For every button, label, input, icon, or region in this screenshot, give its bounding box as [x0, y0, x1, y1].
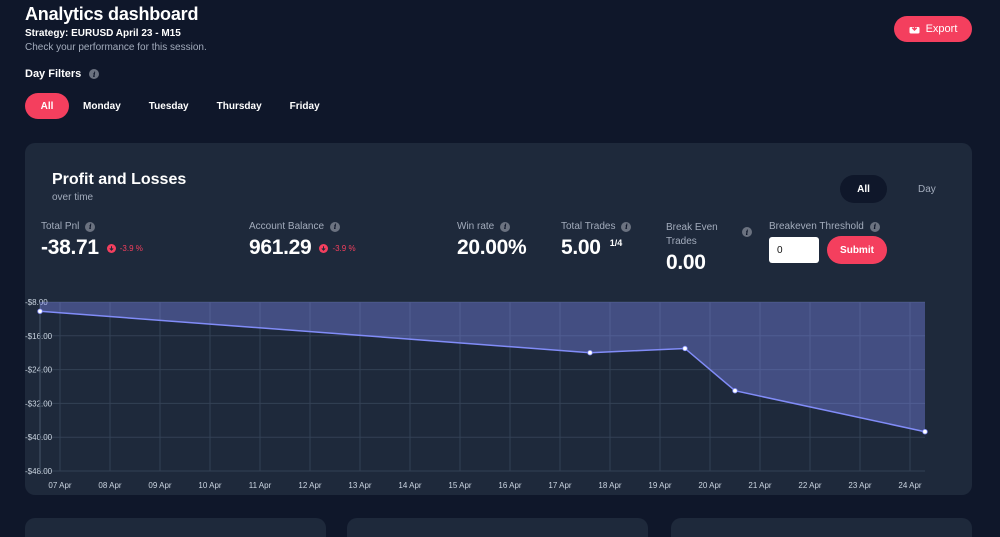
- y-tick-label: -$16.00: [25, 332, 53, 341]
- threshold-label: Breakeven Threshold: [769, 221, 864, 232]
- download-icon: [909, 24, 920, 34]
- info-icon[interactable]: i: [330, 221, 341, 232]
- y-tick-label: -$8.00: [25, 298, 48, 307]
- x-tick-label: 15 Apr: [448, 481, 471, 490]
- break-even-value: 0.00: [666, 251, 706, 274]
- data-point: [922, 429, 928, 435]
- filter-friday[interactable]: Friday: [289, 100, 320, 112]
- pnl-card: Profit and Losses over time All Day Tota…: [25, 143, 972, 495]
- toggle-day[interactable]: Day: [918, 183, 936, 195]
- account-balance-delta-text: -3.9 %: [332, 243, 356, 253]
- win-rate-label: Win rate: [457, 221, 495, 232]
- total-pnl-delta-text: -3.9 %: [119, 243, 143, 253]
- x-tick-label: 21 Apr: [748, 481, 771, 490]
- y-tick-label: -$48.00: [25, 467, 53, 476]
- pnl-chart: -$8.00 -$16.00 -$24.00 -$32.00 -$40.00 -$48.0…: [25, 298, 928, 490]
- submit-button[interactable]: Submit: [827, 236, 887, 264]
- filter-monday[interactable]: Monday: [83, 100, 121, 112]
- info-icon[interactable]: i: [85, 221, 96, 232]
- total-pnl-label: Total Pnl: [41, 221, 80, 232]
- day-filter-group: All Monday Tuesday Thursday Friday: [25, 93, 334, 119]
- x-tick-label: 24 Apr: [898, 481, 921, 490]
- page-title: Analytics dashboard: [25, 4, 199, 24]
- x-tick-label: 10 Apr: [198, 481, 221, 490]
- arrow-down-icon: [319, 243, 329, 253]
- range-toggle: All Day: [840, 175, 959, 203]
- stat-breakeven-threshold: Breakeven Threshold i Submit: [769, 221, 887, 264]
- total-pnl-delta: -3.9 %: [106, 243, 143, 253]
- stat-break-even: Break Even Trades i 0.00: [666, 221, 752, 275]
- y-tick-label: -$32.00: [25, 399, 53, 408]
- info-icon[interactable]: i: [621, 221, 632, 232]
- account-balance-delta: -3.9 %: [319, 243, 356, 253]
- card-subtitle: over time: [52, 192, 94, 203]
- bottom-card-3: [671, 518, 972, 537]
- x-tick-label: 19 Apr: [648, 481, 671, 490]
- day-filters-label: Day Filters: [25, 68, 82, 80]
- filter-all[interactable]: All: [25, 93, 69, 119]
- total-trades-value: 5.00: [561, 236, 601, 259]
- data-point: [587, 350, 593, 356]
- x-tick-label: 18 Apr: [598, 481, 621, 490]
- info-icon[interactable]: i: [500, 221, 511, 232]
- card-title: Profit and Losses: [52, 171, 187, 188]
- day-filters-heading: Day Filters i: [25, 68, 100, 80]
- info-icon[interactable]: i: [869, 221, 880, 232]
- x-tick-label: 09 Apr: [148, 481, 171, 490]
- total-pnl-value: -38.71: [41, 236, 99, 259]
- account-balance-label: Account Balance: [249, 221, 325, 232]
- x-tick-label: 23 Apr: [848, 481, 871, 490]
- stat-total-pnl: Total Pnl i -38.71 -3.9 %: [41, 221, 143, 260]
- data-point: [682, 345, 688, 352]
- area-fill: [40, 302, 925, 432]
- bottom-card-1: [25, 518, 326, 537]
- stat-win-rate: Win rate i 20.00%: [457, 221, 527, 260]
- export-label: Export: [925, 23, 958, 35]
- threshold-input[interactable]: [769, 237, 819, 263]
- x-tick-label: 20 Apr: [698, 481, 721, 490]
- x-tick-label: 13 Apr: [348, 481, 371, 490]
- total-trades-fraction: 1/4: [609, 238, 623, 248]
- x-tick-label: 17 Apr: [548, 481, 571, 490]
- info-icon[interactable]: i: [742, 227, 752, 237]
- win-rate-value: 20.00%: [457, 236, 527, 259]
- y-tick-label: -$40.00: [25, 433, 53, 442]
- data-point: [37, 308, 43, 314]
- info-icon[interactable]: i: [89, 69, 100, 79]
- data-point: [732, 388, 738, 394]
- x-tick-label: 11 Apr: [249, 481, 272, 490]
- export-button[interactable]: Export: [894, 16, 972, 42]
- bottom-card-2: [347, 518, 648, 537]
- x-tick-label: 16 Apr: [498, 481, 521, 490]
- filter-tuesday[interactable]: Tuesday: [148, 100, 189, 112]
- x-tick-label: 14 Apr: [398, 481, 421, 490]
- toggle-all[interactable]: All: [840, 175, 887, 203]
- filter-thursday[interactable]: Thursday: [216, 100, 262, 112]
- page-description: Check your performance for this session.: [25, 42, 207, 53]
- x-tick-label: 12 Apr: [298, 481, 321, 490]
- break-even-label-line2: Trades: [666, 236, 697, 247]
- x-tick-label: 22 Apr: [798, 481, 821, 490]
- stat-total-trades: Total Trades i 5.00 1/4: [561, 221, 632, 260]
- stat-account-balance: Account Balance i 961.29 -3.9 %: [249, 221, 356, 260]
- total-trades-label: Total Trades: [561, 221, 616, 232]
- strategy-subtitle: Strategy: EURUSD April 23 - M15: [25, 28, 181, 39]
- arrow-down-icon: [106, 243, 116, 253]
- break-even-label-line1: Break Even: [666, 222, 718, 233]
- y-tick-label: -$24.00: [25, 366, 53, 375]
- x-tick-label: 08 Apr: [98, 481, 121, 490]
- account-balance-value: 961.29: [249, 236, 312, 259]
- x-tick-label: 07 Apr: [48, 481, 71, 490]
